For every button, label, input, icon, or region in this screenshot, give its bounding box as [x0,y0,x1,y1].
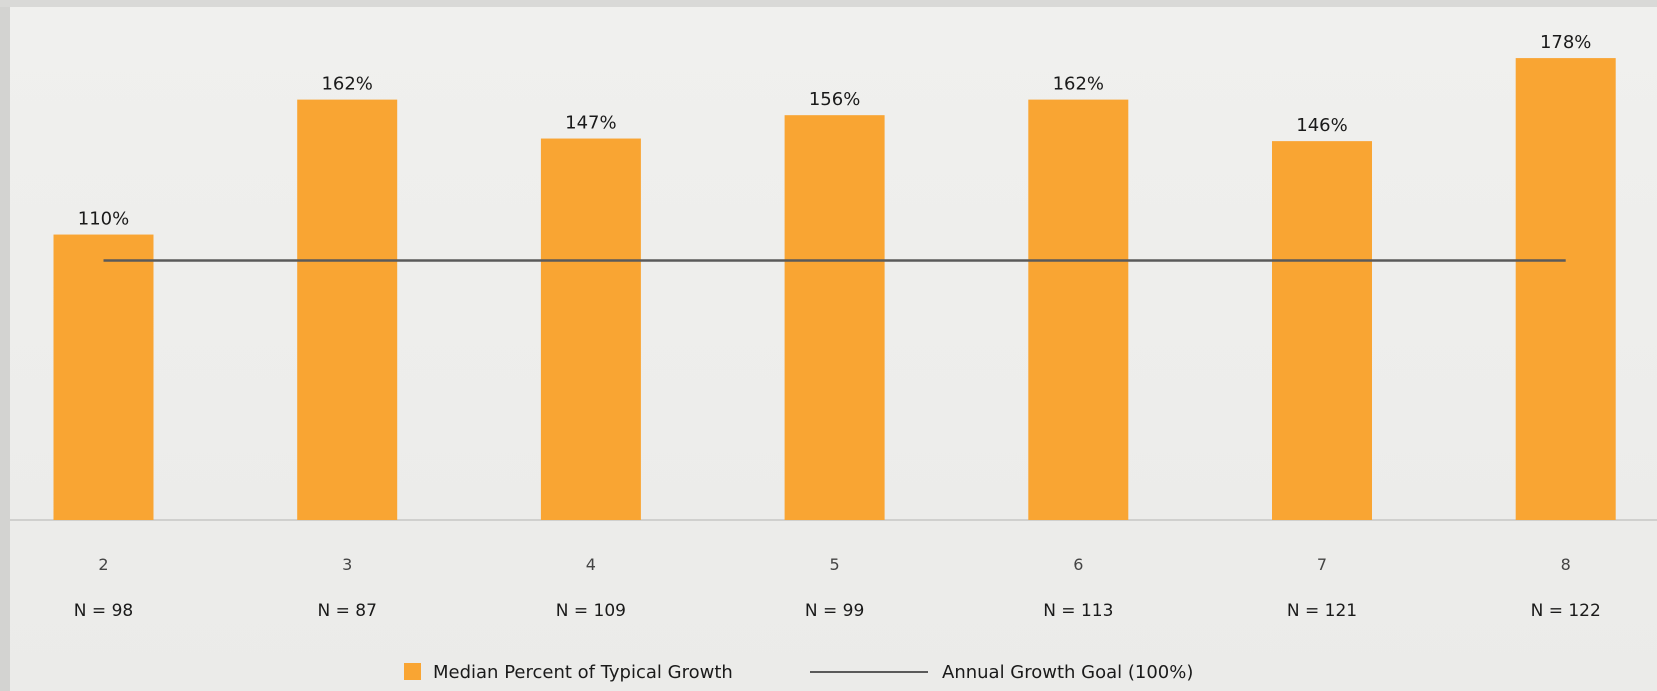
x-tick-label-grade-8: 8 [1561,555,1571,574]
sample-size-label-grade-4: N = 109 [556,601,626,621]
value-label-grade-8: 178% [1540,32,1591,53]
sample-size-label-grade-5: N = 99 [805,601,864,621]
bar-grade-6 [1028,99,1129,521]
bar-grade-7 [1272,141,1372,520]
bar-grade-3 [297,99,398,521]
x-tick-label-grade-2: 2 [98,555,108,574]
x-tick-label-grade-4: 4 [586,555,596,574]
value-label-grade-5: 156% [809,89,860,110]
value-label-grade-7: 146% [1296,115,1347,136]
value-label-grade-3: 162% [321,74,372,95]
bar-grade-5 [784,115,885,521]
sample-size-label-grade-8: N = 122 [1531,601,1601,621]
legend-label-growth-goal: Annual Growth Goal (100%) [942,662,1193,683]
sample-size-label-grade-6: N = 113 [1043,601,1113,621]
sample-size-label-grade-7: N = 121 [1287,601,1357,621]
value-label-grade-6: 162% [1053,74,1104,95]
value-label-grade-2: 110% [78,209,129,230]
bar-grade-8 [1515,58,1616,521]
legend-label-median-growth: Median Percent of Typical Growth [433,662,733,683]
legend-swatch-median-growth [404,663,421,680]
sample-size-label-grade-2: N = 98 [74,601,133,621]
bar-grade-4 [540,138,641,520]
bar-grade-2 [53,234,154,521]
value-label-grade-4: 147% [565,113,616,134]
x-tick-label-grade-6: 6 [1073,555,1083,574]
x-tick-label-grade-3: 3 [342,555,352,574]
x-tick-label-grade-5: 5 [830,555,840,574]
x-tick-label-grade-7: 7 [1317,555,1327,574]
sample-size-label-grade-3: N = 87 [317,601,376,621]
